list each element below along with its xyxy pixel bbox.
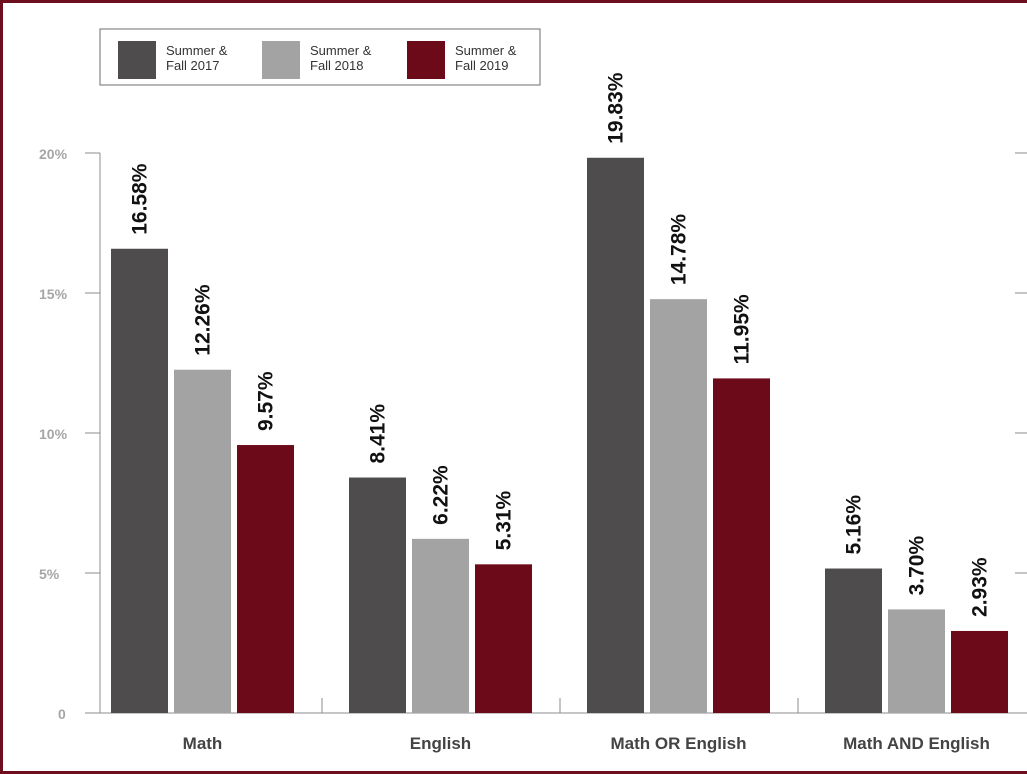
data-label: 11.95% [731,294,754,364]
y-tick-label: 5% [39,566,60,582]
data-label: 19.83% [605,72,628,144]
bar-english-series-1 [349,477,406,713]
data-label: 8.41% [367,404,390,464]
data-label: 6.22% [430,465,453,525]
legend-swatch [407,41,445,79]
x-tick-label-math-or-english: Math OR English [611,734,747,753]
bar-math-series-1 [111,248,168,713]
x-tick-label-math: Math [183,734,223,753]
bar-math-series-2 [174,369,231,713]
data-label: 2.93% [969,557,992,617]
bar-english-series-3 [475,564,532,713]
legend-swatch [118,41,156,79]
data-label: 12.26% [192,284,215,356]
bar-english-series-2 [412,538,469,713]
y-tick-label: 0 [58,706,66,722]
y-tick-label: 15% [39,286,68,302]
y-tick-label: 10% [39,426,68,442]
legend-label: Summer & [455,43,517,58]
data-label: 5.31% [493,490,516,550]
x-tick-label-math-and-english: Math AND English [843,734,990,753]
legend-label: Fall 2018 [310,58,363,73]
bar-math-and-english-series-2 [888,609,945,713]
bars [111,157,1008,713]
x-tick-label-english: English [410,734,471,753]
bar-math-or-english-series-3 [713,378,770,713]
legend-label: Summer & [310,43,372,58]
data-label: 9.57% [255,371,278,431]
bar-math-or-english-series-2 [650,299,707,713]
bar-math-series-3 [237,445,294,713]
data-labels: 16.58% 8.41% 19.83% 5.16% 12.26% 6.22% 14.78% 3… [129,72,992,617]
bar-math-and-english-series-3 [951,630,1008,713]
legend-box [99,28,541,86]
data-label: 3.70% [906,536,929,596]
legend-label: Fall 2017 [166,58,219,73]
y-tick-label: 20% [39,146,68,162]
bar-math-or-english-series-1 [587,157,644,713]
legend-label: Fall 2019 [455,58,508,73]
bar-math-and-english-series-1 [825,568,882,713]
data-label: 16.58% [129,163,152,235]
legend-swatch [262,41,300,79]
data-label: 5.16% [843,495,866,555]
data-label: 14.78% [668,214,691,286]
legend-label: Summer & [166,43,228,58]
